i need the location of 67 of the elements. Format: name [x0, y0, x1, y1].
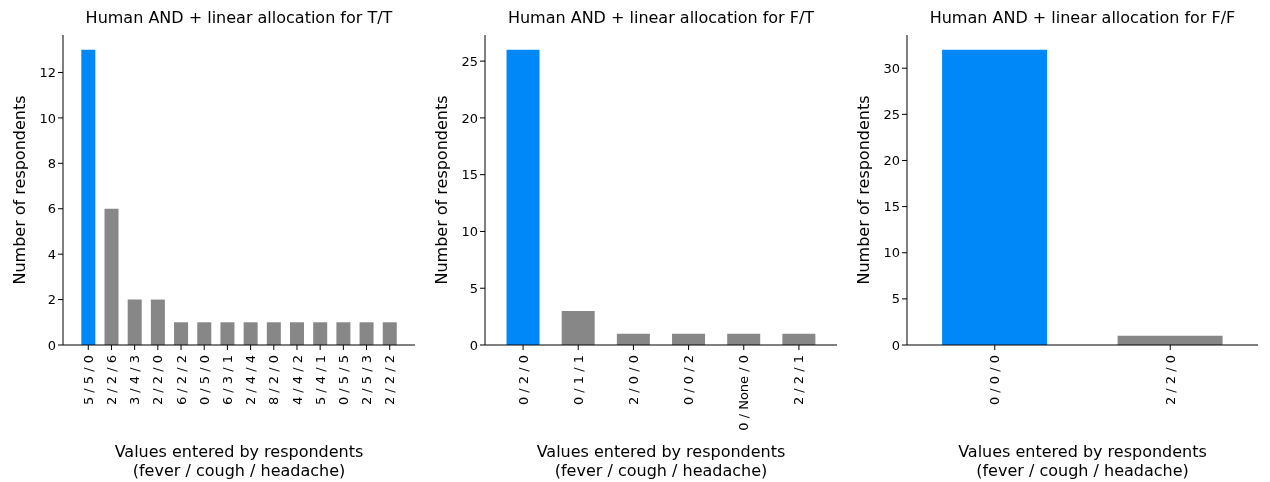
x-tick-label: 0 / None / 0: [736, 355, 752, 431]
x-tick-label: 0 / 5 / 5: [335, 355, 351, 406]
x-axis-title: Values entered by respondents (fever / cough / headache): [958, 442, 1207, 480]
x-tick-label: 6 / 3 / 1: [219, 355, 235, 406]
bar: [266, 322, 281, 345]
bar: [197, 322, 212, 345]
bar: [174, 322, 189, 345]
x-tick-label: 2 / 2 / 0: [150, 355, 166, 406]
x-tick-label: 6 / 2 / 2: [173, 355, 189, 406]
y-tick-label: 20: [461, 110, 478, 126]
x-axis-title: Values entered by respondents (fever / cough / headache): [114, 442, 364, 480]
bar: [150, 299, 165, 345]
bar: [81, 49, 96, 345]
bar: [359, 322, 374, 345]
bar: [382, 322, 397, 345]
bar: [220, 322, 235, 345]
bar: [561, 310, 595, 345]
y-tick-label: 25: [461, 53, 478, 69]
bar: [290, 322, 305, 345]
y-tick-label: 10: [461, 224, 478, 240]
x-tick-label: 4 / 4 / 2: [289, 355, 305, 406]
y-tick-label: 2: [47, 292, 56, 308]
y-tick-label: 6: [47, 201, 56, 217]
y-axis-title: Number of respondents: [432, 95, 452, 285]
bar: [336, 322, 351, 345]
x-tick-label: 2 / 2 / 0: [1162, 355, 1178, 406]
x-tick-label: 0 / 0 / 0: [987, 355, 1003, 406]
y-tick-label: 5: [469, 280, 478, 296]
x-tick-label: 0 / 2 / 0: [515, 355, 531, 406]
y-tick-label: 0: [469, 337, 478, 353]
y-tick-label: 15: [883, 199, 900, 215]
y-tick-label: 8: [47, 155, 56, 171]
y-tick-label: 15: [461, 167, 478, 183]
y-tick-label: 30: [883, 60, 900, 76]
bar: [506, 49, 540, 345]
x-tick-label: 0 / 0 / 2: [681, 355, 697, 406]
x-axis-title: Values entered by respondents (fever / cough / headache): [536, 442, 786, 480]
x-tick-label: 8 / 2 / 0: [266, 355, 282, 406]
y-tick-label: 10: [39, 110, 56, 126]
x-tick-label: 0 / 1 / 1: [570, 355, 586, 406]
x-tick-label: 5 / 5 / 0: [80, 355, 96, 406]
x-tick-label: 2 / 2 / 6: [104, 355, 120, 406]
y-tick-label: 20: [883, 153, 900, 169]
x-tick-label: 0 / 5 / 0: [196, 355, 212, 406]
y-tick-label: 10: [883, 245, 900, 261]
chart-title: Human AND + linear allocation for F/T: [507, 8, 815, 27]
x-tick-label: 2 / 0 / 0: [625, 355, 641, 406]
x-tick-label: 5 / 4 / 1: [312, 355, 328, 406]
chart-title: Human AND + linear allocation for F/F: [929, 8, 1236, 27]
x-tick-label: 2 / 2 / 2: [382, 355, 398, 406]
x-tick-label: 2 / 5 / 3: [359, 355, 375, 406]
bar: [243, 322, 258, 345]
y-tick-label: 12: [39, 65, 56, 81]
y-tick-label: 0: [891, 337, 900, 353]
x-tick-label: 2 / 4 / 4: [243, 355, 259, 406]
chart-title: Human AND + linear allocation for T/T: [85, 8, 393, 27]
bar: [104, 208, 119, 345]
y-axis-title: Number of respondents: [854, 95, 874, 285]
y-tick-label: 25: [883, 106, 900, 122]
y-axis-title: Number of respondents: [10, 95, 30, 285]
bar: [127, 299, 142, 345]
y-tick-label: 4: [47, 246, 56, 262]
y-tick-label: 0: [47, 337, 56, 353]
y-tick-label: 5: [891, 291, 900, 307]
x-tick-label: 2 / 2 / 1: [791, 355, 807, 406]
x-tick-label: 3 / 4 / 3: [127, 355, 143, 406]
bar: [313, 322, 328, 345]
